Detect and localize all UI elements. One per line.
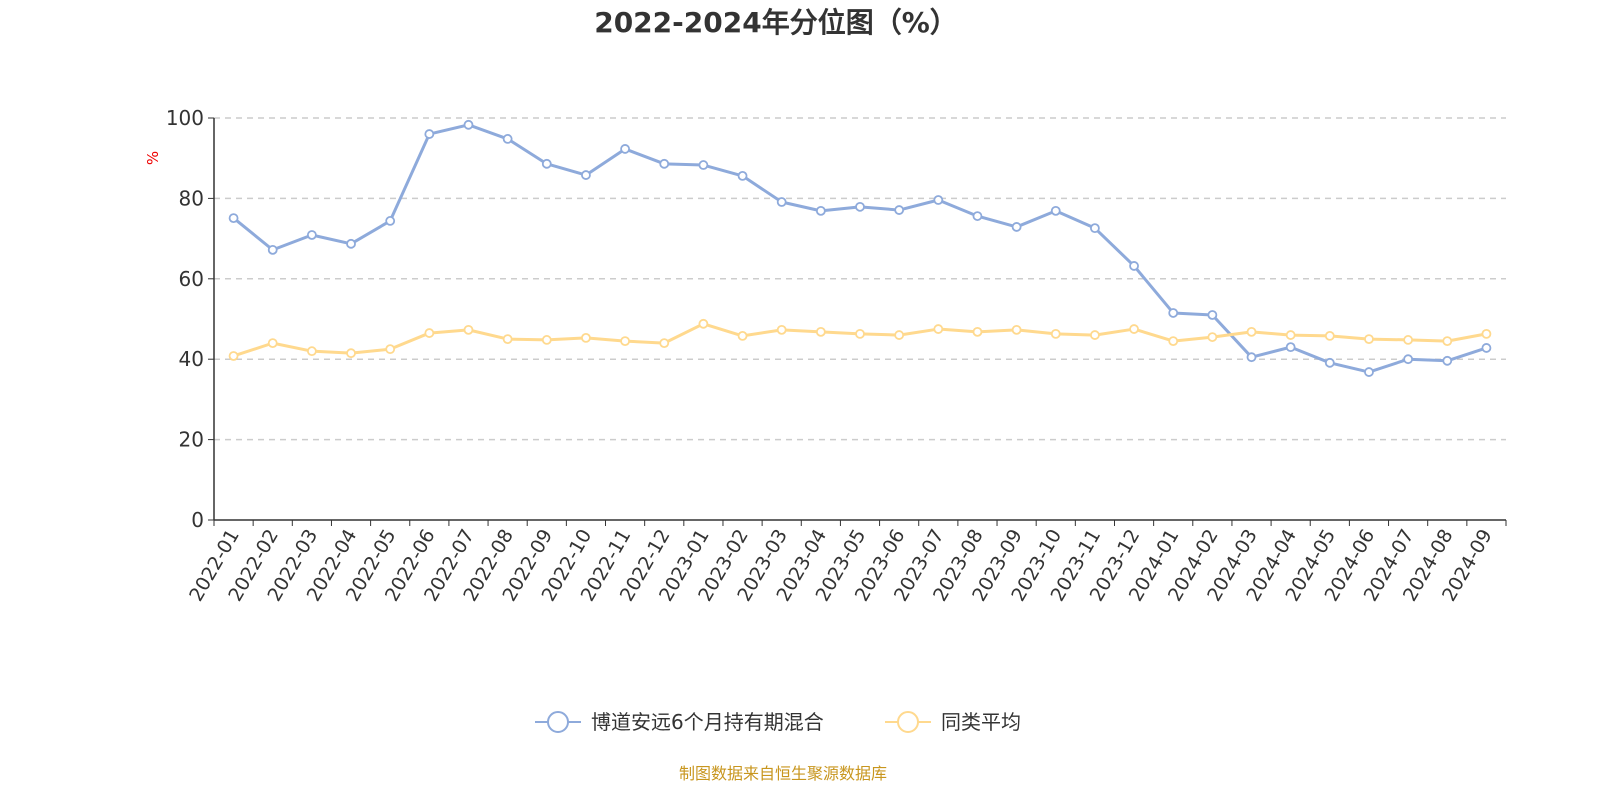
y-tick-label: 40	[179, 347, 204, 371]
data-point	[894, 330, 905, 340]
data-point	[776, 197, 787, 207]
data-point	[1364, 334, 1374, 345]
data-point	[306, 346, 317, 357]
data-point	[737, 330, 748, 341]
data-point	[620, 336, 630, 347]
legend-label: 博道安远6个月持有期混合	[591, 710, 824, 734]
data-point	[1324, 357, 1335, 368]
legend-label: 同类平均	[941, 710, 1021, 734]
data-point	[815, 326, 826, 337]
data-point	[1442, 336, 1453, 347]
data-point	[1129, 261, 1139, 271]
data-point	[620, 144, 630, 154]
data-point	[1364, 367, 1374, 377]
data-point	[1285, 342, 1296, 353]
data-point	[1050, 205, 1061, 216]
data-point	[1207, 310, 1218, 320]
data-point	[1207, 332, 1218, 342]
data-point	[972, 326, 983, 337]
data-point	[933, 324, 944, 334]
data-point	[267, 338, 278, 349]
data-point	[581, 332, 591, 343]
data-point	[346, 238, 356, 249]
data-point	[1403, 335, 1414, 345]
data-point	[1168, 308, 1179, 318]
data-point	[346, 348, 356, 359]
data-point	[424, 129, 435, 139]
data-point	[581, 170, 591, 180]
data-point	[463, 324, 474, 335]
data-point	[306, 230, 317, 240]
chart-title: 2022-2024年分位图（%）	[594, 6, 958, 39]
y-tick-label: 0	[191, 508, 204, 532]
data-point	[933, 195, 944, 205]
data-point	[1011, 324, 1022, 335]
data-point	[1090, 223, 1100, 234]
y-tick-label: 20	[179, 428, 204, 452]
y-tick-label: 100	[166, 106, 204, 130]
data-point	[385, 344, 396, 355]
data-point	[463, 119, 474, 130]
data-point	[698, 318, 709, 329]
data-point	[1246, 352, 1257, 363]
data-point	[855, 201, 865, 212]
legend-marker-icon	[897, 711, 919, 733]
y-tick-label: 60	[179, 267, 204, 291]
data-point	[1168, 336, 1179, 347]
data-point	[855, 328, 865, 339]
data-point	[1129, 324, 1139, 334]
data-point	[894, 205, 905, 215]
data-point	[1442, 355, 1453, 366]
data-point	[541, 335, 552, 345]
data-point	[228, 351, 239, 361]
data-point	[659, 338, 670, 349]
data-point	[1011, 222, 1022, 232]
source-note: 制图数据来自恒生聚源数据库	[679, 764, 887, 783]
data-point	[267, 244, 278, 255]
data-point	[659, 158, 670, 169]
data-point	[815, 205, 826, 216]
y-tick-label: 80	[179, 186, 204, 210]
data-point	[776, 324, 787, 335]
data-point	[1403, 354, 1414, 365]
data-point	[698, 160, 709, 170]
data-point	[1050, 328, 1061, 339]
data-point	[541, 158, 552, 169]
data-point	[1285, 330, 1296, 340]
data-point	[1481, 343, 1492, 353]
data-point	[1481, 328, 1492, 339]
data-point	[502, 334, 513, 345]
data-point	[228, 213, 239, 223]
data-point	[502, 134, 513, 144]
data-point	[385, 216, 396, 226]
data-point	[424, 328, 435, 338]
legend-marker-icon	[547, 711, 569, 733]
data-point	[1246, 326, 1257, 337]
data-point	[1324, 330, 1335, 341]
data-point	[972, 211, 983, 221]
data-point	[1090, 330, 1100, 340]
data-point	[737, 170, 748, 181]
y-axis-label: %	[144, 151, 162, 165]
